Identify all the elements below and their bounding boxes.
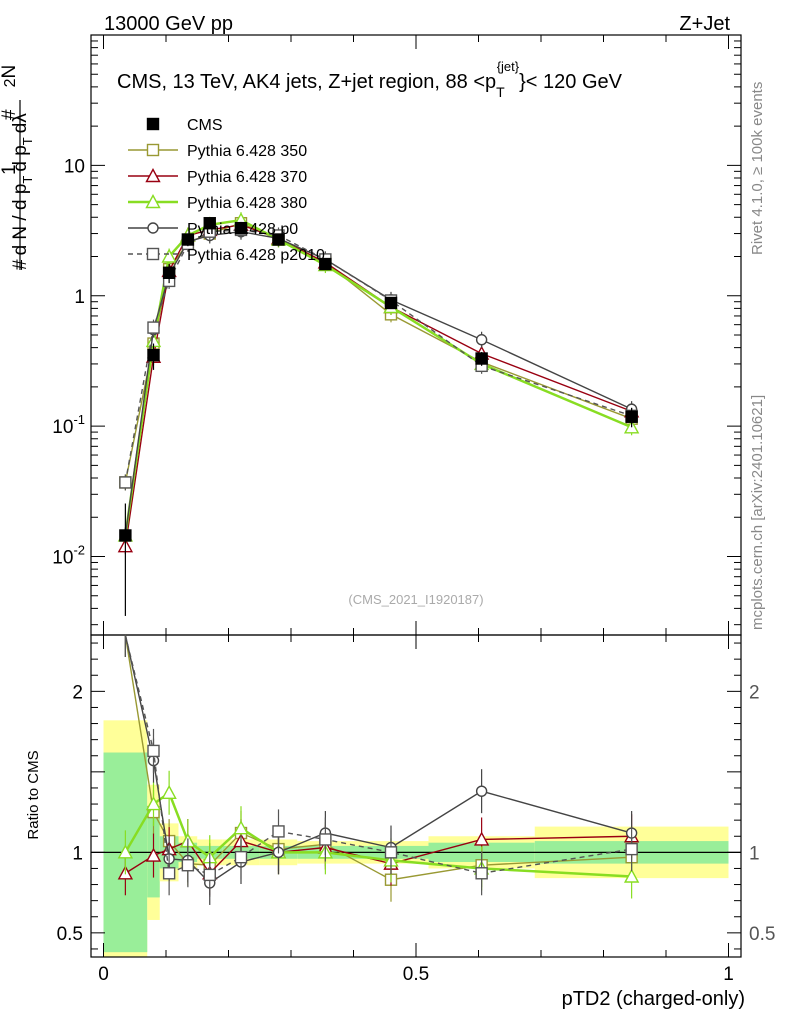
series-point-p2010 (119, 476, 132, 489)
cms-point (625, 410, 638, 423)
legend-label-p370: Pythia 6.428 370 (187, 169, 307, 186)
y-tick-label-ratio-right: 0.5 (749, 924, 775, 945)
ratio-point-p380 (161, 784, 177, 799)
series-point-p0 (475, 334, 488, 346)
ratio-point-p2010 (384, 846, 398, 859)
ratio-point-p2010 (162, 867, 176, 880)
cms-point (319, 257, 332, 271)
legend-marker-p0 (147, 222, 159, 234)
ratio-series (117, 634, 640, 905)
y-axis-label-ratio: Ratio to CMS (25, 750, 42, 839)
ratio-point-p380 (117, 844, 134, 859)
legend-label-p2010: Pythia 6.428 p2010 (187, 247, 325, 264)
chart-title: CMS, 13 TeV, AK4 jets, Z+jet region, 88 … (117, 59, 623, 100)
axis-ticks: 0 0.5 1 10-2 10-1 1 10 0.5 0.5 1 1 2 2 (52, 35, 775, 985)
cms-point (475, 352, 488, 365)
legend-marker-p380 (145, 194, 161, 209)
cms-point (147, 348, 160, 362)
analysis-id-watermark: (CMS_2021_I1920187) (348, 592, 483, 607)
ratio-point-p2010 (181, 859, 195, 872)
legend-marker-cms (146, 117, 160, 131)
main-series (117, 212, 640, 616)
legend-marker-p370 (145, 168, 161, 183)
cms-point (119, 529, 132, 542)
series-point-p380 (161, 248, 177, 263)
y-tick-label-main: 10 (64, 156, 85, 177)
legend-entry-p370: Pythia 6.428 370 (128, 168, 307, 186)
y-tick-label-ratio: 2 (72, 682, 83, 703)
x-tick-label: 0 (98, 964, 109, 985)
y-tick-label-ratio: 0.5 (57, 924, 83, 945)
cms-point (272, 233, 285, 246)
x-tick-label: 0.5 (403, 964, 429, 985)
legend-entry-p2010: Pythia 6.428 p2010 (128, 247, 325, 264)
ratio-series-p2010 (124, 634, 638, 897)
legend-entry-p0: Pythia 6.428 p0 (128, 221, 298, 238)
ratio-point-p370 (145, 847, 162, 862)
ratio-point-p2010 (625, 842, 638, 856)
legend: CMS Pythia 6.428 350 Pythia 6.428 370 Pythi… (128, 117, 325, 264)
x-axis-label: pTD2 (charged-only) (562, 988, 745, 1010)
rivet-label: Rivet 4.1.0, ≥ 100k events (749, 82, 766, 255)
legend-entry-p350: Pythia 6.428 350 (128, 143, 307, 160)
ratio-point-p380 (145, 796, 162, 811)
legend-marker-p2010 (146, 247, 160, 261)
y-tick-label-ratio: 1 (72, 843, 83, 864)
ratio-point-p2010 (147, 744, 160, 758)
cms-point (234, 221, 248, 235)
ratio-point-p2010 (234, 850, 248, 864)
series-point-p2010 (147, 321, 160, 334)
series-cms (119, 217, 638, 616)
ratio-point-p380 (623, 868, 640, 883)
legend-label-p0: Pythia 6.428 p0 (187, 221, 298, 238)
ratio-point-p2010 (203, 868, 216, 882)
ratio-point-p380 (233, 820, 249, 835)
ratio-point-p370 (473, 831, 490, 846)
ratio-point-p2010 (475, 867, 488, 880)
cms-point (162, 266, 176, 279)
x-tick-label: 1 (723, 964, 734, 985)
y-tick-label-main: 10-1 (52, 412, 85, 438)
y-tick-label-main: 1 (74, 287, 85, 308)
cms-point (181, 233, 195, 246)
mcplots-label: mcplots.cern.ch [arXiv:2401.10621] (749, 395, 766, 630)
y-tick-label-ratio-right: 1 (749, 843, 760, 864)
ratio-point-p2010 (319, 833, 332, 846)
legend-label-CMS: CMS (187, 117, 223, 134)
header-left: 13000 GeV pp (104, 13, 233, 35)
y-axis-label-numerator: 1 (0, 164, 20, 175)
y-axis-label-main: #d N / d pTd pTdλ 1 #2N (0, 65, 35, 270)
ratio-line-p2010 (124, 634, 632, 876)
legend-label-p350: Pythia 6.428 350 (187, 143, 307, 160)
series-line-p2010 (124, 229, 632, 483)
header-right: Z+Jet (679, 13, 730, 35)
y-tick-label-ratio-right: 2 (749, 682, 760, 703)
y-axis-label-numerator-2: #2N (0, 65, 20, 120)
cms-point (203, 217, 216, 230)
ratio-point-p2010 (272, 825, 285, 838)
legend-entry-CMS: CMS (146, 117, 223, 134)
y-tick-label-main: 10-2 (52, 543, 85, 569)
cms-point (384, 296, 398, 310)
ratio-point-p0 (475, 785, 488, 797)
legend-label-p380: Pythia 6.428 380 (187, 195, 307, 212)
legend-entry-p380: Pythia 6.428 380 (128, 194, 307, 212)
legend-marker-p350 (146, 143, 160, 157)
